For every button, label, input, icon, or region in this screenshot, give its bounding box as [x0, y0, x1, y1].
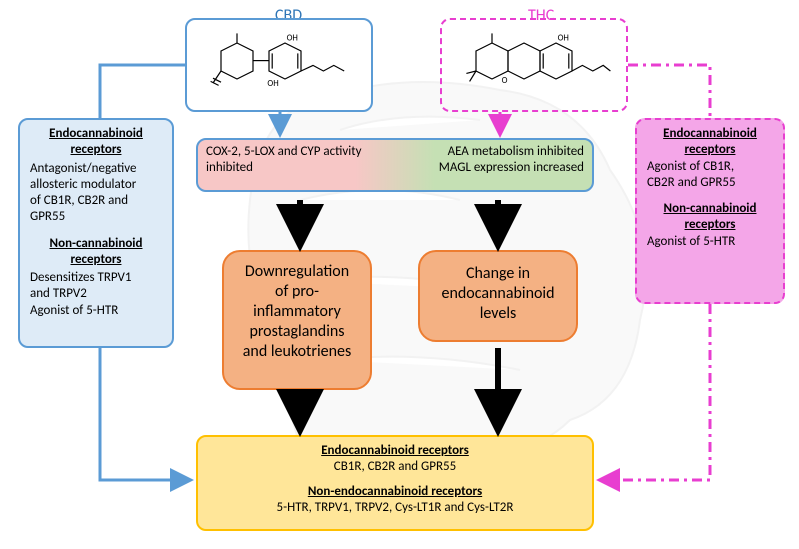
left-t1d: GPR55 — [30, 209, 65, 224]
cbd-molecule-box: OH OH — [185, 18, 373, 112]
thc-molecule-box: O OH — [440, 18, 628, 112]
or1: Change in — [466, 264, 530, 283]
ol3: inflammatory — [253, 302, 341, 321]
mid-left-b: inhibited — [206, 160, 253, 175]
svg-text:O: O — [502, 76, 508, 86]
or3: levels — [480, 304, 517, 323]
cbd-structure-icon: OH OH — [197, 26, 357, 100]
left-h2: Non-cannabinoid receptors — [30, 236, 162, 269]
bot-t1: CB1R, CB2R and GPR55 — [334, 459, 456, 474]
enzyme-effects-box: COX-2, 5-LOX and CYP activity inhibited … — [196, 138, 594, 192]
right-h1: Endocannabinoid receptors — [647, 126, 773, 159]
mid-left: COX-2, 5-LOX and CYP activity inhibited — [206, 144, 395, 186]
bot-h1: Endocannabinoid receptors — [208, 443, 582, 459]
right-h2: Non-cannabinoid receptors — [647, 201, 773, 234]
bot-h2: Non-endocannabinoid receptors — [208, 484, 582, 500]
mid-right-a: AEA metabolism inhibited — [448, 144, 584, 159]
cbd-receptor-panel: Endocannabinoid receptors Antagonist/neg… — [18, 118, 174, 348]
ol4: prostaglandins — [249, 322, 344, 341]
mid-left-a: COX-2, 5-LOX and CYP activity — [206, 144, 361, 159]
mid-right-b: MAGL expression increased — [439, 160, 584, 175]
right-t1b: CB2R and GPR55 — [647, 175, 736, 190]
ol2: of pro- — [275, 282, 319, 301]
bot-t2: 5-HTR, TRPV1, TRPV2, Cys-LT1R and Cys-LT… — [277, 500, 514, 515]
downregulation-box: Downregulation of pro- inflammatory pros… — [222, 250, 372, 390]
ol1: Downregulation — [245, 262, 349, 281]
left-t1a: Antagonist/negative — [30, 161, 136, 176]
left-h1: Endocannabinoid receptors — [30, 126, 162, 159]
svg-text:OH: OH — [558, 34, 569, 44]
left-t2c: Agonist of 5-HTR — [30, 303, 118, 318]
connector-cbd-to-bottom — [100, 65, 185, 118]
or2: endocannabinoid — [442, 284, 555, 303]
ol5: and leukotrienes — [243, 342, 352, 361]
thc-receptor-panel: Endocannabinoid receptors Agonist of CB1… — [635, 118, 785, 304]
right-t1a: Agonist of CB1R, — [647, 159, 734, 174]
receptor-targets-box: Endocannabinoid receptors CB1R, CB2R and… — [196, 435, 594, 531]
left-t2b: and TRPV2 — [30, 286, 87, 301]
endocannabinoid-change-box: Change in endocannabinoid levels — [418, 250, 578, 342]
left-t1c: of CB1R, CB2R and — [30, 193, 128, 208]
svg-text:OH: OH — [267, 79, 278, 89]
svg-text:OH: OH — [287, 34, 298, 44]
thc-structure-icon: O OH — [452, 26, 612, 100]
right-t2a: Agonist of 5-HTR — [647, 234, 735, 249]
left-t2a: Desensitizes TRPV1 — [30, 270, 132, 285]
left-t1b: allosteric modulator — [30, 177, 136, 192]
mid-right: AEA metabolism inhibited MAGL expression… — [395, 144, 584, 186]
connector-cbd-panel-to-bottom — [100, 348, 188, 480]
